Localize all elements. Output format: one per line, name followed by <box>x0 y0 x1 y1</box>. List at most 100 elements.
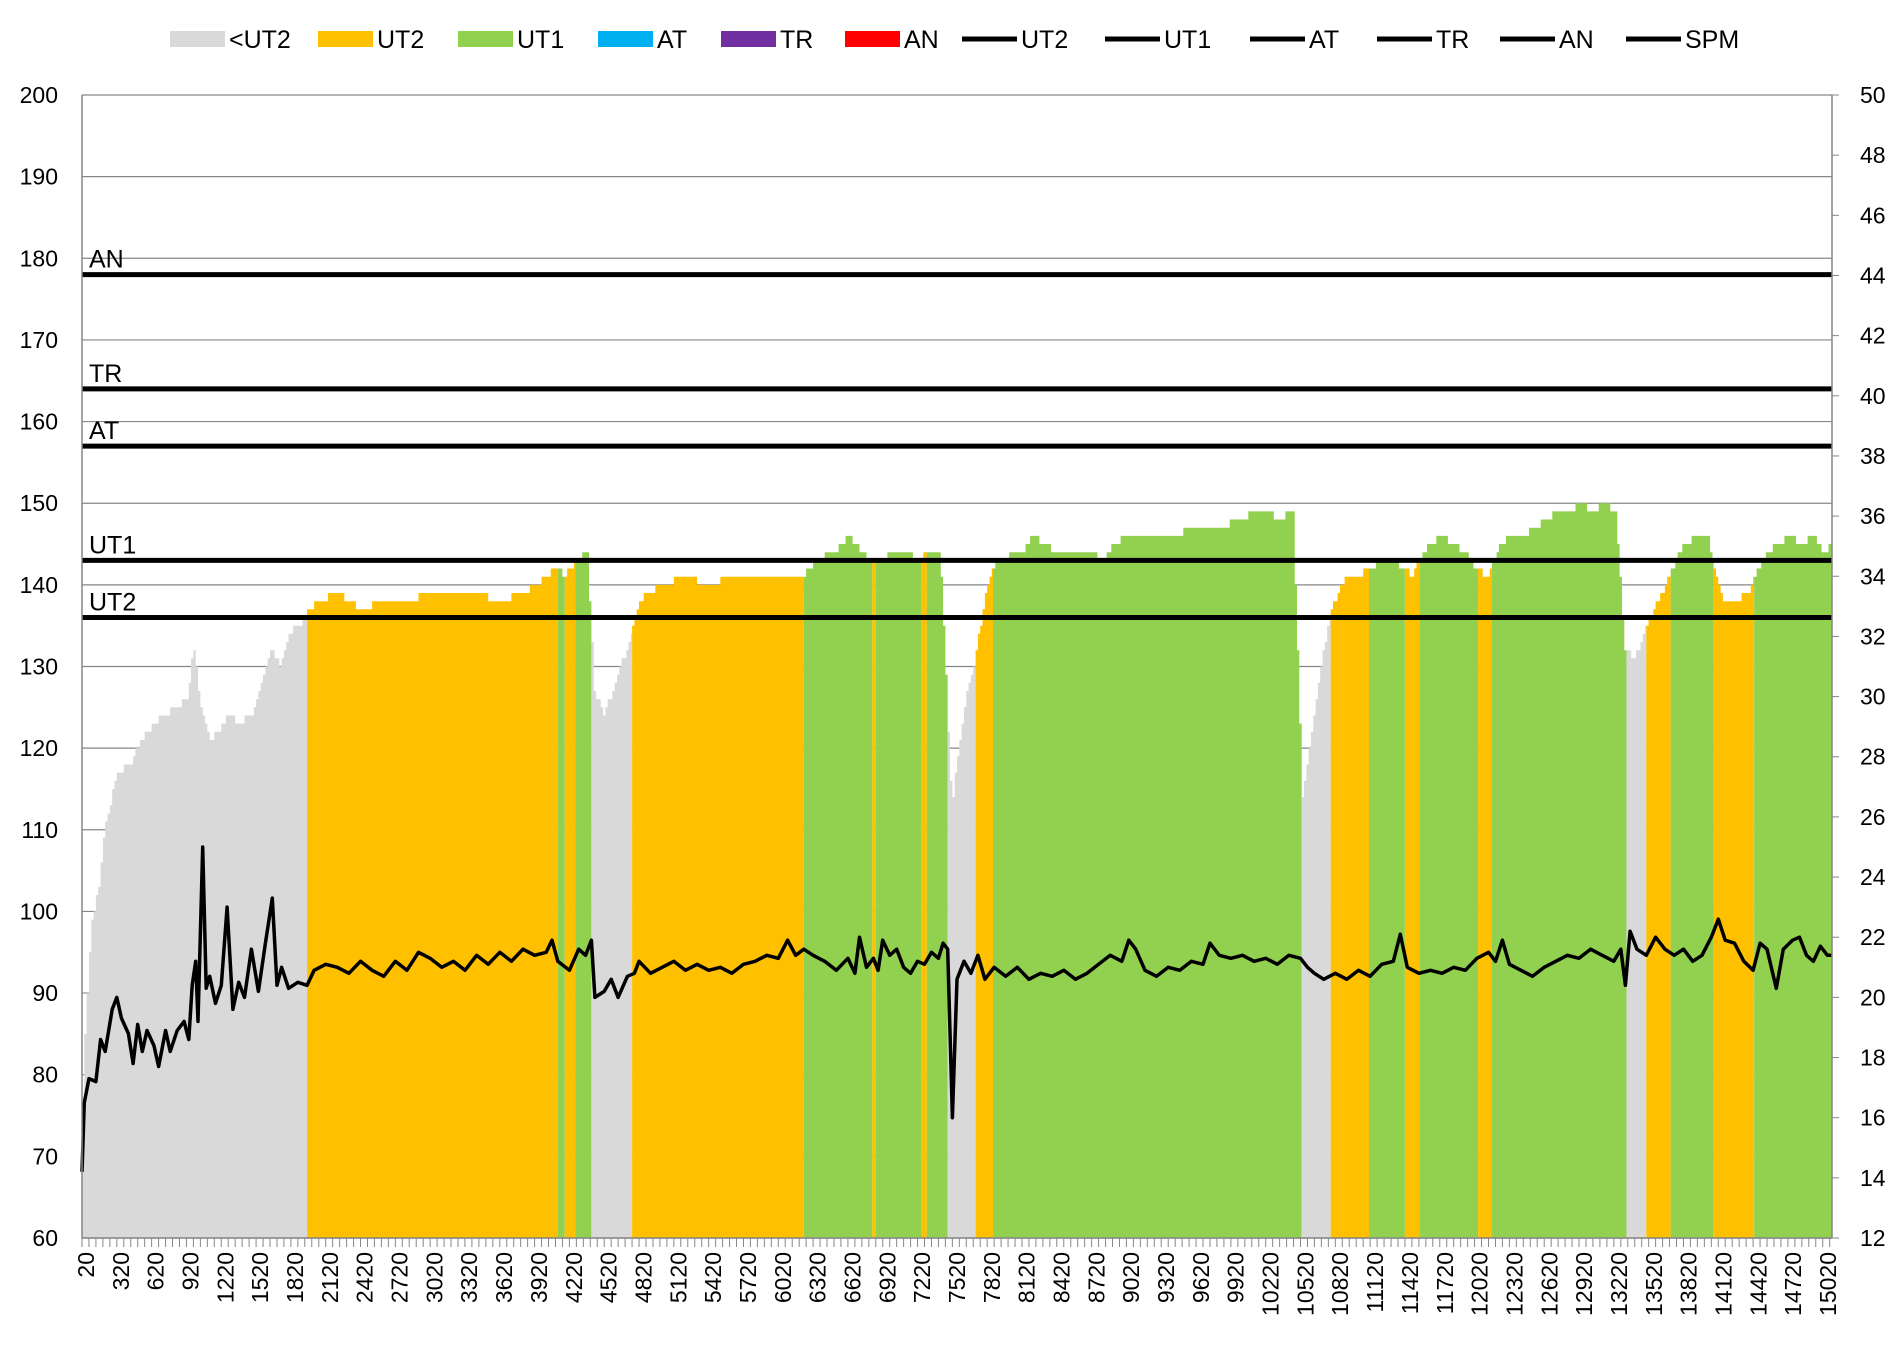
y-left-tick-label: 110 <box>21 817 58 843</box>
y-left-tick-label: 120 <box>20 735 58 761</box>
threshold-lines: UT2 UT1 AT TR AN <box>82 246 1832 621</box>
legend-label: AT <box>1309 26 1339 54</box>
y-right-tick-label: 16 <box>1860 1105 1886 1131</box>
hr-zone-bars <box>82 503 1832 1238</box>
x-tick-label: 1520 <box>247 1252 273 1303</box>
x-tick-label: 13520 <box>1641 1252 1667 1316</box>
x-tick-label: 5720 <box>735 1252 761 1303</box>
y-right-tick-label: 40 <box>1860 383 1886 409</box>
y-right-tick-label: 42 <box>1860 323 1886 349</box>
x-tick-label: 12320 <box>1501 1252 1527 1316</box>
x-tick-label: 2720 <box>387 1252 413 1303</box>
y-right-tick-label: 30 <box>1860 684 1886 710</box>
x-tick-label: 8420 <box>1049 1252 1075 1303</box>
zone-bar-below-ut2 <box>591 633 633 1238</box>
zone-bar-ut1 <box>1369 560 1405 1238</box>
y-right-tick-label: 28 <box>1860 744 1886 770</box>
y-left-tick-label: 170 <box>20 327 58 353</box>
x-tick-label: 14720 <box>1780 1252 1806 1316</box>
x-tick-label: 12620 <box>1536 1252 1562 1316</box>
legend-label: UT1 <box>517 26 564 54</box>
zone-bar-below-ut2 <box>82 617 308 1238</box>
y-right-tick-label: 12 <box>1860 1225 1886 1251</box>
x-tick-label: 6020 <box>770 1252 796 1303</box>
x-tick-label: 8720 <box>1083 1252 1109 1303</box>
x-tick-label: 620 <box>143 1252 169 1290</box>
x-tick-label: 13220 <box>1606 1252 1632 1316</box>
x-tick-label: 11420 <box>1397 1252 1423 1314</box>
legend-swatch <box>318 31 373 47</box>
x-tick-label: 20 <box>73 1252 99 1278</box>
zone-bar-below-ut2 <box>1301 617 1331 1238</box>
zone-bar-ut1 <box>803 535 873 1238</box>
legend-swatch <box>170 31 225 47</box>
axes: 60 70 80 90 100 110 120 130 140 150 160 170 180 190 20… <box>20 82 1886 1316</box>
legend-label: <UT2 <box>229 26 291 54</box>
y-left-tick-label: 190 <box>20 164 58 190</box>
x-tick-label: 3020 <box>421 1252 447 1303</box>
x-tick-label: 9320 <box>1153 1252 1179 1303</box>
x-tick-label: 12020 <box>1467 1252 1493 1316</box>
zone-bar-ut2 <box>921 552 927 1238</box>
zone-bar-below-ut2 <box>947 666 976 1238</box>
x-tick-label: 2120 <box>317 1252 343 1303</box>
x-tick-label: 320 <box>108 1252 134 1290</box>
x-tick-label: 14420 <box>1745 1252 1771 1316</box>
zone-bar-ut2 <box>632 576 804 1238</box>
x-tick-label: 6920 <box>874 1252 900 1303</box>
x-tick-label: 12920 <box>1571 1252 1597 1316</box>
x-tick-label: 3620 <box>491 1252 517 1303</box>
threshold-label-an: AN <box>89 246 124 274</box>
x-tick-label: 3920 <box>526 1252 552 1303</box>
y-right-tick-label: 32 <box>1860 623 1886 649</box>
zone-bar-ut2 <box>1404 560 1420 1238</box>
y-right-tick-label: 44 <box>1860 262 1886 288</box>
x-tick-label: 920 <box>178 1252 204 1290</box>
threshold-label-at: AT <box>89 417 119 445</box>
y-left-tick-label: 70 <box>32 1143 58 1169</box>
zone-bar-ut1 <box>1492 503 1627 1238</box>
x-tick-label: 11120 <box>1362 1252 1388 1313</box>
x-tick-label: 3320 <box>456 1252 482 1303</box>
spm-series <box>80 845 1832 1172</box>
x-tick-label: 10520 <box>1292 1252 1318 1316</box>
x-tick-label: 4220 <box>561 1252 587 1303</box>
y-right-tick-label: 18 <box>1860 1045 1886 1071</box>
y-left-tick-label: 140 <box>20 572 58 598</box>
legend-label: TR <box>1436 26 1469 54</box>
x-tick-label: 4820 <box>630 1252 656 1303</box>
zone-bar-ut2 <box>872 560 876 1238</box>
y-right-tick-label: 24 <box>1860 864 1886 890</box>
legend-swatch <box>721 31 776 47</box>
x-tick-label: 8120 <box>1014 1252 1040 1303</box>
y-left-tick-label: 200 <box>20 82 58 108</box>
legend-label: AN <box>1559 26 1594 54</box>
x-tick-label: 7520 <box>944 1252 970 1303</box>
y-right-tick-label: 34 <box>1860 563 1886 589</box>
legend-label: AN <box>904 26 939 54</box>
threshold-label-tr: TR <box>89 360 122 388</box>
zone-bar-ut1 <box>1420 535 1479 1238</box>
legend-label: UT1 <box>1164 26 1211 54</box>
x-tick-label: 13820 <box>1676 1252 1702 1316</box>
x-tick-label: 10820 <box>1327 1252 1353 1316</box>
y-left-tick-label: 100 <box>20 898 58 924</box>
y-left-tick-label: 60 <box>32 1225 58 1251</box>
zone-bar-ut1 <box>993 511 1302 1238</box>
zone-bar-ut1 <box>557 568 565 1238</box>
x-tick-label: 11720 <box>1432 1252 1458 1314</box>
y-left-tick-label: 180 <box>20 245 58 271</box>
x-tick-label: 9920 <box>1223 1252 1249 1303</box>
x-tick-label: 9020 <box>1118 1252 1144 1303</box>
zone-bar-ut2 <box>975 568 993 1238</box>
y-left-tick-label: 90 <box>32 980 58 1006</box>
zone-bar-ut1 <box>926 552 948 1238</box>
legend-swatch <box>598 31 653 47</box>
y-right-tick-label: 14 <box>1860 1165 1886 1191</box>
y-right-tick-label: 50 <box>1860 82 1886 108</box>
x-tick-label: 14120 <box>1711 1252 1737 1316</box>
x-tick-label: 10220 <box>1258 1252 1284 1316</box>
legend-swatch <box>458 31 513 47</box>
y-right-tick-label: 22 <box>1860 924 1886 950</box>
